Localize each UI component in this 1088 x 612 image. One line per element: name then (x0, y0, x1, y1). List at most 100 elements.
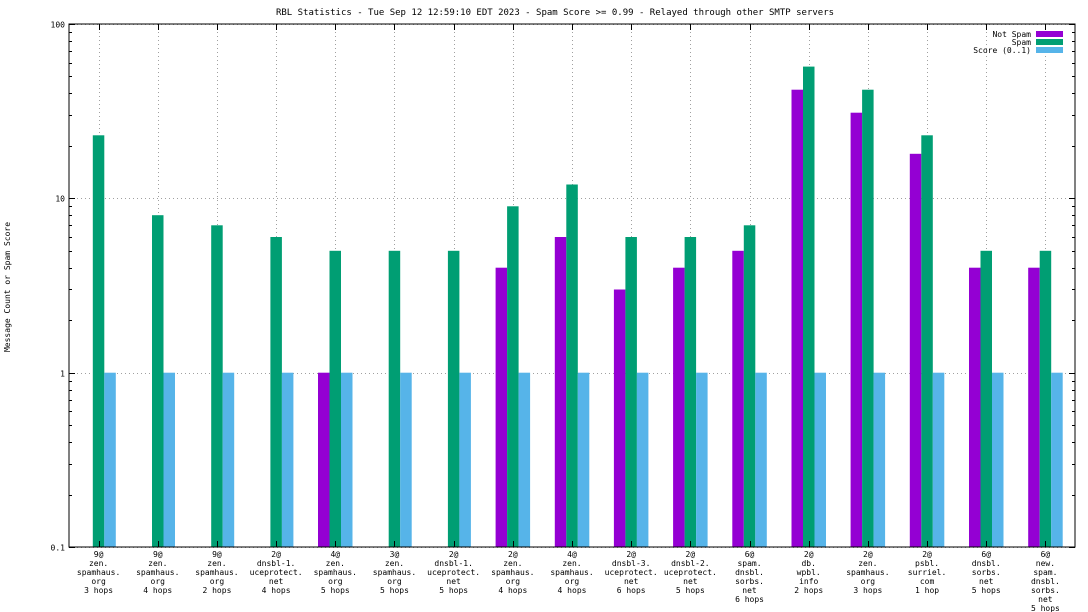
x-category-label-line: 6 hops (617, 586, 646, 595)
x-category-label-line: uceprotect. (605, 568, 658, 577)
x-category-label-line: spamhaus. (846, 568, 889, 577)
legend-swatch (1036, 31, 1063, 37)
bar-spam (566, 184, 578, 547)
x-category-label-line: 2@ (449, 550, 459, 559)
x-category-label-line: new. (1036, 559, 1055, 568)
x-category-label-line: spamhaus. (491, 568, 534, 577)
x-category-label-line: 4 hops (498, 586, 527, 595)
x-category-label-line: 4 hops (558, 586, 587, 595)
x-category-label: 9@ zen. spamhaus. org 2 hops (195, 550, 238, 595)
x-category-label-line: 3 hops (84, 586, 113, 595)
x-category-label-line: 2 hops (202, 586, 231, 595)
y-tick-label: 0.1 (51, 544, 66, 553)
bar-not-spam (318, 372, 330, 547)
x-category-label-line: zen. (385, 559, 404, 568)
legend-label: Spam (1012, 38, 1031, 47)
chart-title: RBL Statistics - Tue Sep 12 12:59:10 EDT… (276, 8, 834, 18)
x-category-label: 9@ zen. spamhaus. org 4 hops (136, 550, 179, 595)
x-category-label-line: 5 hops (439, 586, 468, 595)
x-category-label-line: zen. (562, 559, 581, 568)
x-category-label: 2@ dnsbl-3. uceprotect. net 6 hops (605, 550, 658, 595)
x-category-label-line: uceprotect. (250, 568, 303, 577)
x-category-label-line: net (624, 577, 639, 586)
x-category-label-line: zen. (326, 559, 345, 568)
bar-not-spam (909, 153, 922, 548)
x-category-label: 2@ psbl. surriel. com 1 hop (908, 550, 947, 595)
bars (92, 66, 1063, 548)
x-category-label-line: 9@ (212, 550, 222, 559)
bar-score-0-1 (1051, 372, 1063, 547)
x-category-label-line: net (979, 577, 994, 586)
x-category-label-line: surriel. (908, 568, 947, 577)
bar-not-spam (495, 267, 508, 547)
x-category-label-line: spam. (1033, 568, 1057, 577)
bar-spam (152, 215, 164, 547)
bar-not-spam (613, 289, 626, 547)
x-category-label-line: dnsbl-3. (612, 559, 651, 568)
bar-score-0-1 (459, 372, 471, 547)
x-category-label-line: dnsbl-2. (671, 559, 710, 568)
x-category-label-line: 2@ (508, 550, 518, 559)
bar-spam (980, 250, 992, 548)
x-category-label-line: 5 hops (676, 586, 705, 595)
x-category-label-line: spamhaus. (373, 568, 416, 577)
x-category-label: 6@ new. spam. dnsbl. sorbs. net 5 hops (1031, 550, 1060, 612)
x-category-label-line: 2@ (863, 550, 873, 559)
x-category-label: 4@ zen. spamhaus. org 4 hops (550, 550, 593, 595)
x-category-label-line: 5 hops (1031, 604, 1060, 612)
bar-score-0-1 (163, 372, 175, 547)
x-category-label-line: dnsbl-1. (257, 559, 296, 568)
x-category-label-line: 6 hops (735, 595, 764, 604)
bar-spam (92, 135, 105, 548)
x-category-label-line: zen. (207, 559, 226, 568)
x-category-label-line: org (861, 577, 876, 586)
bar-spam (270, 237, 282, 547)
x-category-label-line: dnsbl. (972, 559, 1001, 568)
x-category-label: 9@ zen. spamhaus. org 3 hops (77, 550, 120, 595)
x-category-label-line: spamhaus. (314, 568, 357, 577)
bar-spam (507, 206, 519, 548)
y-axis-label: Message Count or Spam Score (3, 222, 12, 352)
bar-spam (921, 135, 933, 548)
x-category-label-line: net (742, 586, 757, 595)
x-category-label-line: db. (801, 559, 815, 568)
bar-not-spam (969, 267, 981, 547)
bar-not-spam (673, 267, 685, 547)
x-category-label: 2@ db. wpbl. info 2 hops (794, 550, 823, 595)
x-category-label-line: sorbs. (972, 568, 1001, 577)
x-category-label-line: 3@ (390, 550, 400, 559)
bar-score-0-1 (104, 372, 116, 547)
x-category-label-line: 6@ (745, 550, 755, 559)
x-category-label: 2@ dnsbl-1. uceprotect. net 4 hops (250, 550, 303, 595)
x-category-label-line: zen. (148, 559, 167, 568)
x-category-label-line: 6@ (1041, 550, 1051, 559)
x-category-label-line: 4@ (567, 550, 577, 559)
x-category-label: 6@ spam. dnsbl. sorbs. net 6 hops (735, 550, 764, 604)
x-category-label-line: uceprotect. (427, 568, 480, 577)
x-category-label-line: 4 hops (262, 586, 291, 595)
bar-spam (743, 225, 756, 548)
bar-not-spam (850, 112, 863, 547)
x-category-label-line: 2@ (271, 550, 281, 559)
x-category-label: 3@ zen. spamhaus. org 5 hops (373, 550, 416, 595)
legend-label: Not Spam (992, 30, 1031, 39)
x-category-label-line: org (387, 577, 402, 586)
bar-not-spam (732, 250, 744, 548)
legend-swatch (1036, 47, 1063, 53)
x-category-label: 2@ zen. spamhaus. org 3 hops (846, 550, 889, 595)
x-category-label-line: uceprotect. (664, 568, 717, 577)
x-category-label-line: org (506, 577, 521, 586)
bar-spam (803, 66, 815, 547)
x-category-label-line: 5 hops (972, 586, 1001, 595)
bar-score-0-1 (636, 372, 649, 547)
bar-spam (625, 237, 637, 547)
x-category-label-line: 9@ (153, 550, 163, 559)
x-category-label: 2@ dnsbl-2. uceprotect. net 5 hops (664, 550, 717, 595)
x-category-label-line: net (1038, 595, 1053, 604)
x-category-label-line: 2@ (922, 550, 932, 559)
bar-spam (1039, 250, 1052, 548)
x-category-label-line: net (269, 577, 284, 586)
